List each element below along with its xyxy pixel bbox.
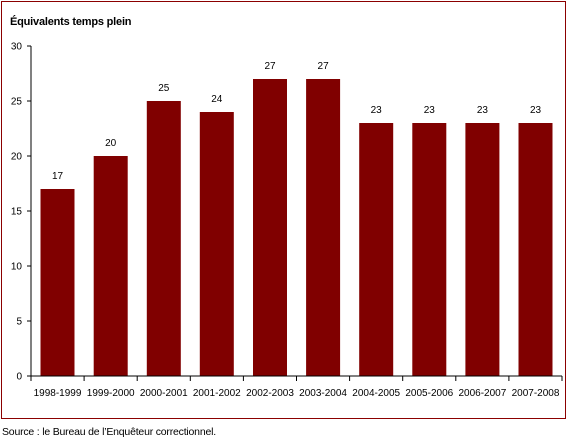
x-tick-label: 1998-1999	[34, 388, 82, 399]
y-tick-label: 20	[11, 152, 23, 163]
data-label: 20	[105, 138, 117, 149]
bar	[146, 101, 181, 376]
data-label: 27	[264, 61, 276, 72]
data-label: 23	[371, 105, 383, 116]
x-tick-label: 2001-2002	[193, 388, 241, 399]
x-tick-label: 2002-2003	[246, 388, 294, 399]
y-tick-label: 30	[11, 42, 23, 53]
bar	[40, 189, 75, 376]
y-tick-label: 25	[11, 97, 23, 108]
bar	[199, 112, 234, 376]
y-tick-label: 0	[16, 372, 22, 383]
data-label: 23	[424, 105, 436, 116]
data-label: 25	[158, 83, 170, 94]
data-label: 24	[211, 94, 223, 105]
bar	[93, 156, 128, 376]
x-tick-label: 2005-2006	[405, 388, 453, 399]
x-tick-label: 2003-2004	[299, 388, 347, 399]
x-tick-label: 2000-2001	[140, 388, 188, 399]
data-label: 17	[52, 171, 64, 182]
bar	[465, 123, 500, 376]
x-tick-label: 2006-2007	[458, 388, 506, 399]
data-label: 27	[318, 61, 330, 72]
bar	[306, 79, 341, 376]
bar	[518, 123, 553, 376]
x-tick-label: 1999-2000	[87, 388, 135, 399]
bar	[253, 79, 287, 376]
x-tick-label: 2007-2008	[512, 388, 560, 399]
bar	[412, 123, 447, 376]
bar	[359, 123, 394, 376]
y-tick-label: 15	[11, 207, 23, 218]
data-label: 23	[477, 105, 489, 116]
y-tick-label: 10	[11, 262, 23, 273]
data-label: 23	[530, 105, 542, 116]
y-tick-label: 5	[16, 317, 22, 328]
source-note: Source : le Bureau de l’Enquêteur correc…	[2, 426, 216, 438]
x-tick-label: 2004-2005	[352, 388, 400, 399]
y-axis-title: Équivalents temps plein	[10, 16, 132, 28]
